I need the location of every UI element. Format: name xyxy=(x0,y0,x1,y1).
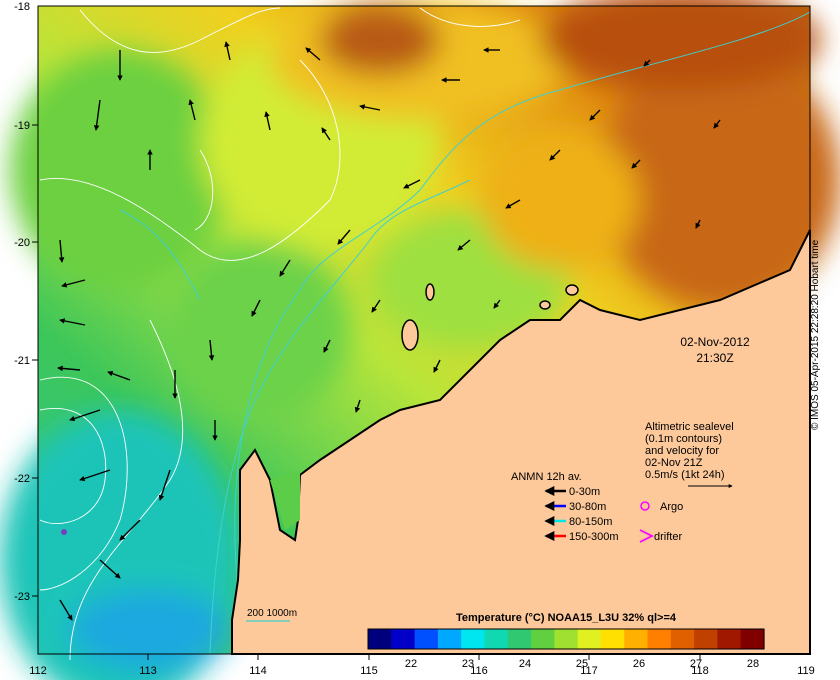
colorbar-cell xyxy=(647,629,672,649)
colorbar-cell xyxy=(531,629,555,649)
x-tick: 114 xyxy=(249,665,267,677)
colorbar-cell xyxy=(414,629,439,649)
colorbar-cell xyxy=(391,629,416,649)
islands xyxy=(401,283,579,351)
colorbar-cell xyxy=(507,629,532,649)
anmn-legend-label: 0-30m xyxy=(569,486,600,498)
bathymetry-label: 200 1000m xyxy=(247,608,297,619)
x-tick: 116 xyxy=(470,665,488,677)
colorbar-cell xyxy=(461,629,486,649)
colorbar-cell xyxy=(554,629,579,649)
y-tick: -23 xyxy=(14,591,30,603)
argo-icon xyxy=(640,501,650,511)
x-axis: 112 113 114 115 116 117 118 119 xyxy=(29,665,815,677)
map-frame xyxy=(37,5,811,655)
altimetry-line: 02-Nov 21Z xyxy=(645,457,703,469)
colorbar-tick: 23 xyxy=(462,658,474,670)
colorbar-tick: 26 xyxy=(633,658,645,670)
x-tick: 115 xyxy=(360,665,378,677)
colorbar-tick: 27 xyxy=(690,658,702,670)
colorbar-cell xyxy=(600,629,625,649)
colorbar-tick: 25 xyxy=(576,658,588,670)
colorbar: Temperature (°C) NOAA15_L3U 32% ql>=4 22… xyxy=(367,612,765,670)
altimetry-note: Altimetric sealevel (0.1m contours) and … xyxy=(645,421,734,488)
timestamp-time: 21:30Z xyxy=(696,351,733,365)
sea-level-contours xyxy=(39,7,521,661)
drifter-icon xyxy=(639,529,655,543)
colorbar-tick: 28 xyxy=(747,658,759,670)
bathymetry-contours xyxy=(119,11,811,655)
anmn-legend-label: 80-150m xyxy=(569,516,612,528)
y-axis: -18 -19 -20 -21 -22 -23 xyxy=(14,1,30,603)
colorbar-cell xyxy=(437,629,462,649)
altimetry-line: Altimetric sealevel xyxy=(645,421,734,433)
colorbar-tick: 24 xyxy=(519,658,531,670)
timestamp: 02-Nov-2012 21:30Z xyxy=(680,335,750,365)
y-tick: -19 xyxy=(14,120,30,132)
colorbar-cell xyxy=(484,629,509,649)
argo-label: Argo xyxy=(660,501,683,513)
velocity-arrows xyxy=(57,41,721,621)
marker-legend: Argo drifter xyxy=(639,501,683,543)
altimetry-line: (0.1m contours) xyxy=(645,433,722,445)
x-tick: 118 xyxy=(691,665,709,677)
x-tick: 112 xyxy=(29,665,47,677)
anmn-legend-label: 150-300m xyxy=(569,531,619,543)
colorbar-title: Temperature (°C) NOAA15_L3U 32% ql>=4 xyxy=(456,612,677,624)
drifter-label: drifter xyxy=(654,531,682,543)
y-tick: -20 xyxy=(14,237,30,249)
credit-text: © IMOS 05-Apr-2015 22:28:20 Hobart time xyxy=(810,239,821,430)
land-mass xyxy=(231,229,811,655)
anmn-legend: ANMN 12h av. 0-30m 30-80m 80-150m 150-300m xyxy=(511,471,619,543)
colorbar-cell xyxy=(577,629,602,649)
bathymetry-legend: 200 1000m xyxy=(246,608,297,622)
timestamp-date: 02-Nov-2012 xyxy=(680,335,750,349)
x-tick: 119 xyxy=(797,665,815,677)
colorbar-cell xyxy=(624,629,649,649)
anmn-legend-title: ANMN 12h av. xyxy=(511,471,582,483)
altimetry-line: and velocity for xyxy=(645,445,719,457)
x-tick: 117 xyxy=(580,665,598,677)
velocity-scale-label: 0.5m/s (1kt 24h) xyxy=(645,469,724,481)
colorbar-cell xyxy=(670,629,695,649)
argo-float-marker xyxy=(61,529,67,535)
colorbar-cell xyxy=(694,629,719,649)
anmn-legend-label: 30-80m xyxy=(569,501,606,513)
colorbar-cell xyxy=(740,629,765,649)
colorbar-tick: 22 xyxy=(405,658,417,670)
axis-tick-marks xyxy=(32,124,701,660)
x-tick: 113 xyxy=(139,665,157,677)
colorbar-cell xyxy=(717,629,742,649)
y-tick: -22 xyxy=(14,473,30,485)
colorbar-cell xyxy=(368,629,392,649)
colorbar-frame xyxy=(367,628,765,650)
y-tick: -18 xyxy=(14,1,30,13)
y-tick: -21 xyxy=(14,355,30,367)
